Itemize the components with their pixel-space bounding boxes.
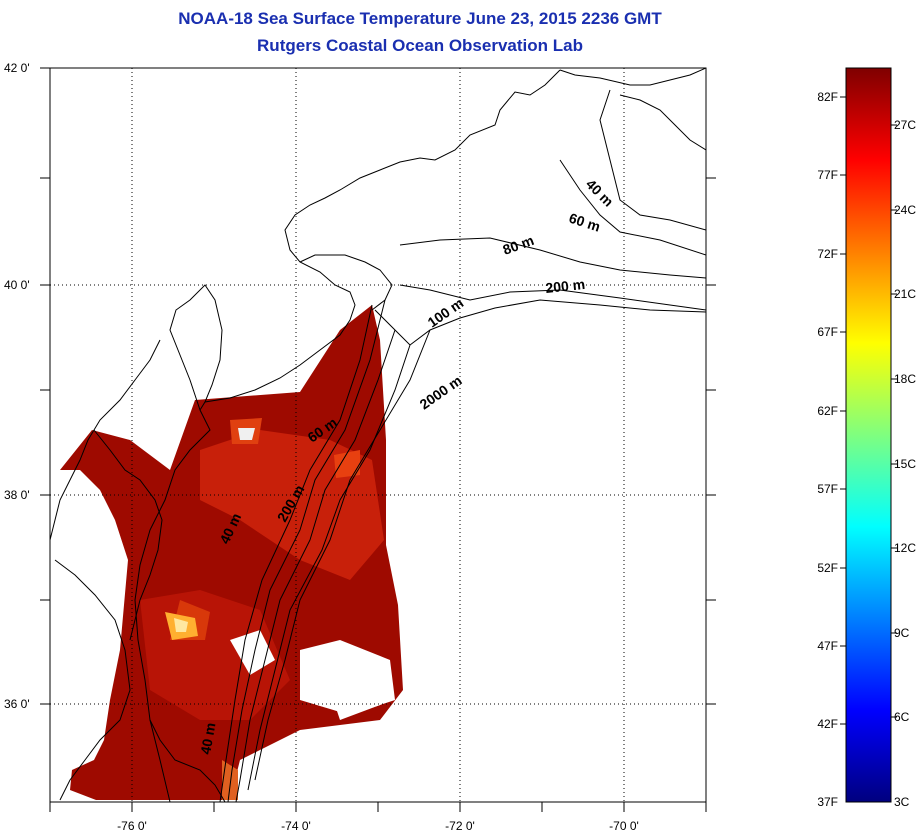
colorbar-ticks xyxy=(840,96,897,725)
colorbar-c-label: 9C xyxy=(894,626,910,640)
colorbar-c-label: 21C xyxy=(894,287,916,301)
lon-label: -74 0' xyxy=(281,819,311,832)
coastline xyxy=(50,68,706,802)
axis-ticks xyxy=(40,67,716,812)
colorbar-f-label: 72F xyxy=(817,247,838,261)
lat-label: 36 0' xyxy=(4,697,30,711)
contour-label: 60 m xyxy=(567,210,602,235)
lon-label: -72 0' xyxy=(445,819,475,832)
colorbar-f-label: 42F xyxy=(817,717,838,731)
colorbar-f-label: 82F xyxy=(817,90,838,104)
bathymetry-contours xyxy=(219,89,706,802)
colorbar-f-label: 57F xyxy=(817,482,838,496)
colorbar-fahrenheit-labels: 82F 77F 72F 67F 62F 57F 52F 47F 42F 37F xyxy=(817,90,838,809)
colorbar-f-label: 77F xyxy=(817,168,838,182)
map-title: NOAA-18 Sea Surface Temperature June 23,… xyxy=(178,9,662,28)
colorbar-f-label: 62F xyxy=(817,404,838,418)
contour-label: 40 m xyxy=(197,721,218,755)
contour-label: 80 m xyxy=(501,232,536,258)
graticule xyxy=(50,68,706,802)
colorbar-c-label: 18C xyxy=(894,372,916,386)
contour-label: 40 m xyxy=(583,176,617,210)
latitude-labels: 42 0' 40 0' 38 0' 36 0' xyxy=(4,61,30,711)
colorbar-f-label: 47F xyxy=(817,639,838,653)
lat-label: 40 0' xyxy=(4,278,30,292)
colorbar-f-label: 37F xyxy=(817,795,838,809)
lat-label: 38 0' xyxy=(4,488,30,502)
lon-label: -70 0' xyxy=(609,819,639,832)
colorbar-c-label: 3C xyxy=(894,795,910,809)
colorbar-celsius-labels: 27C 24C 21C 18C 15C 12C 9C 6C 3C xyxy=(894,118,916,809)
colorbar-f-label: 67F xyxy=(817,325,838,339)
lon-label: -76 0' xyxy=(117,819,147,832)
longitude-labels: -76 0' -74 0' -72 0' -70 0' xyxy=(117,819,639,832)
colorbar xyxy=(845,67,892,803)
contour-label: 2000 m xyxy=(417,372,465,412)
colorbar-c-label: 6C xyxy=(894,710,910,724)
map-subtitle: Rutgers Coastal Ocean Observation Lab xyxy=(257,36,583,55)
lat-label: 42 0' xyxy=(4,61,30,75)
colorbar-c-label: 24C xyxy=(894,203,916,217)
colorbar-c-label: 15C xyxy=(894,457,916,471)
colorbar-f-label: 52F xyxy=(817,561,838,575)
colorbar-c-label: 12C xyxy=(894,541,916,555)
contour-label: 200 m xyxy=(545,276,586,296)
colorbar-c-label: 27C xyxy=(894,118,916,132)
